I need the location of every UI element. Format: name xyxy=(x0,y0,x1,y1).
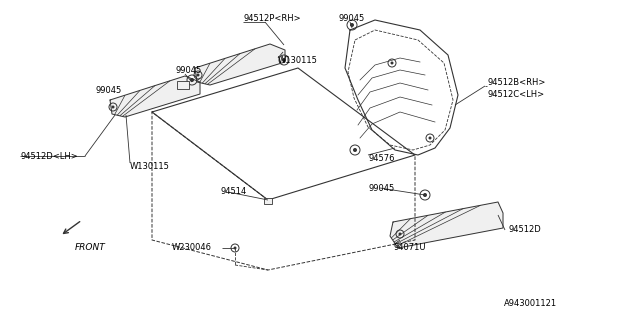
Bar xyxy=(264,198,272,204)
Polygon shape xyxy=(390,202,503,248)
Text: 94514: 94514 xyxy=(220,188,246,196)
Circle shape xyxy=(353,148,357,152)
Bar xyxy=(177,81,189,89)
Circle shape xyxy=(111,106,115,108)
Polygon shape xyxy=(110,76,200,117)
Text: 94512D: 94512D xyxy=(508,226,541,235)
Circle shape xyxy=(282,58,286,62)
Circle shape xyxy=(350,23,354,27)
Circle shape xyxy=(429,137,431,140)
Text: 94071U: 94071U xyxy=(393,244,426,252)
Text: W130115: W130115 xyxy=(130,162,170,171)
Circle shape xyxy=(399,233,401,236)
Text: 94576: 94576 xyxy=(368,154,394,163)
Text: W130115: W130115 xyxy=(278,55,318,65)
Text: 99045: 99045 xyxy=(95,85,121,94)
Circle shape xyxy=(234,246,237,250)
Text: W230046: W230046 xyxy=(172,244,212,252)
Circle shape xyxy=(423,193,427,197)
Text: 99045: 99045 xyxy=(368,183,394,193)
Circle shape xyxy=(196,74,200,76)
Text: 94512P<RH>: 94512P<RH> xyxy=(243,13,301,22)
Circle shape xyxy=(190,78,194,82)
Text: 94512D<LH>: 94512D<LH> xyxy=(20,151,77,161)
Text: 94512B<RH>: 94512B<RH> xyxy=(487,77,545,86)
Text: 99045: 99045 xyxy=(338,13,364,22)
Text: 99045: 99045 xyxy=(175,66,201,75)
Circle shape xyxy=(390,61,394,65)
Text: FRONT: FRONT xyxy=(75,244,106,252)
Polygon shape xyxy=(195,44,285,85)
Text: 94512C<LH>: 94512C<LH> xyxy=(487,90,544,99)
Text: A943001121: A943001121 xyxy=(504,300,557,308)
